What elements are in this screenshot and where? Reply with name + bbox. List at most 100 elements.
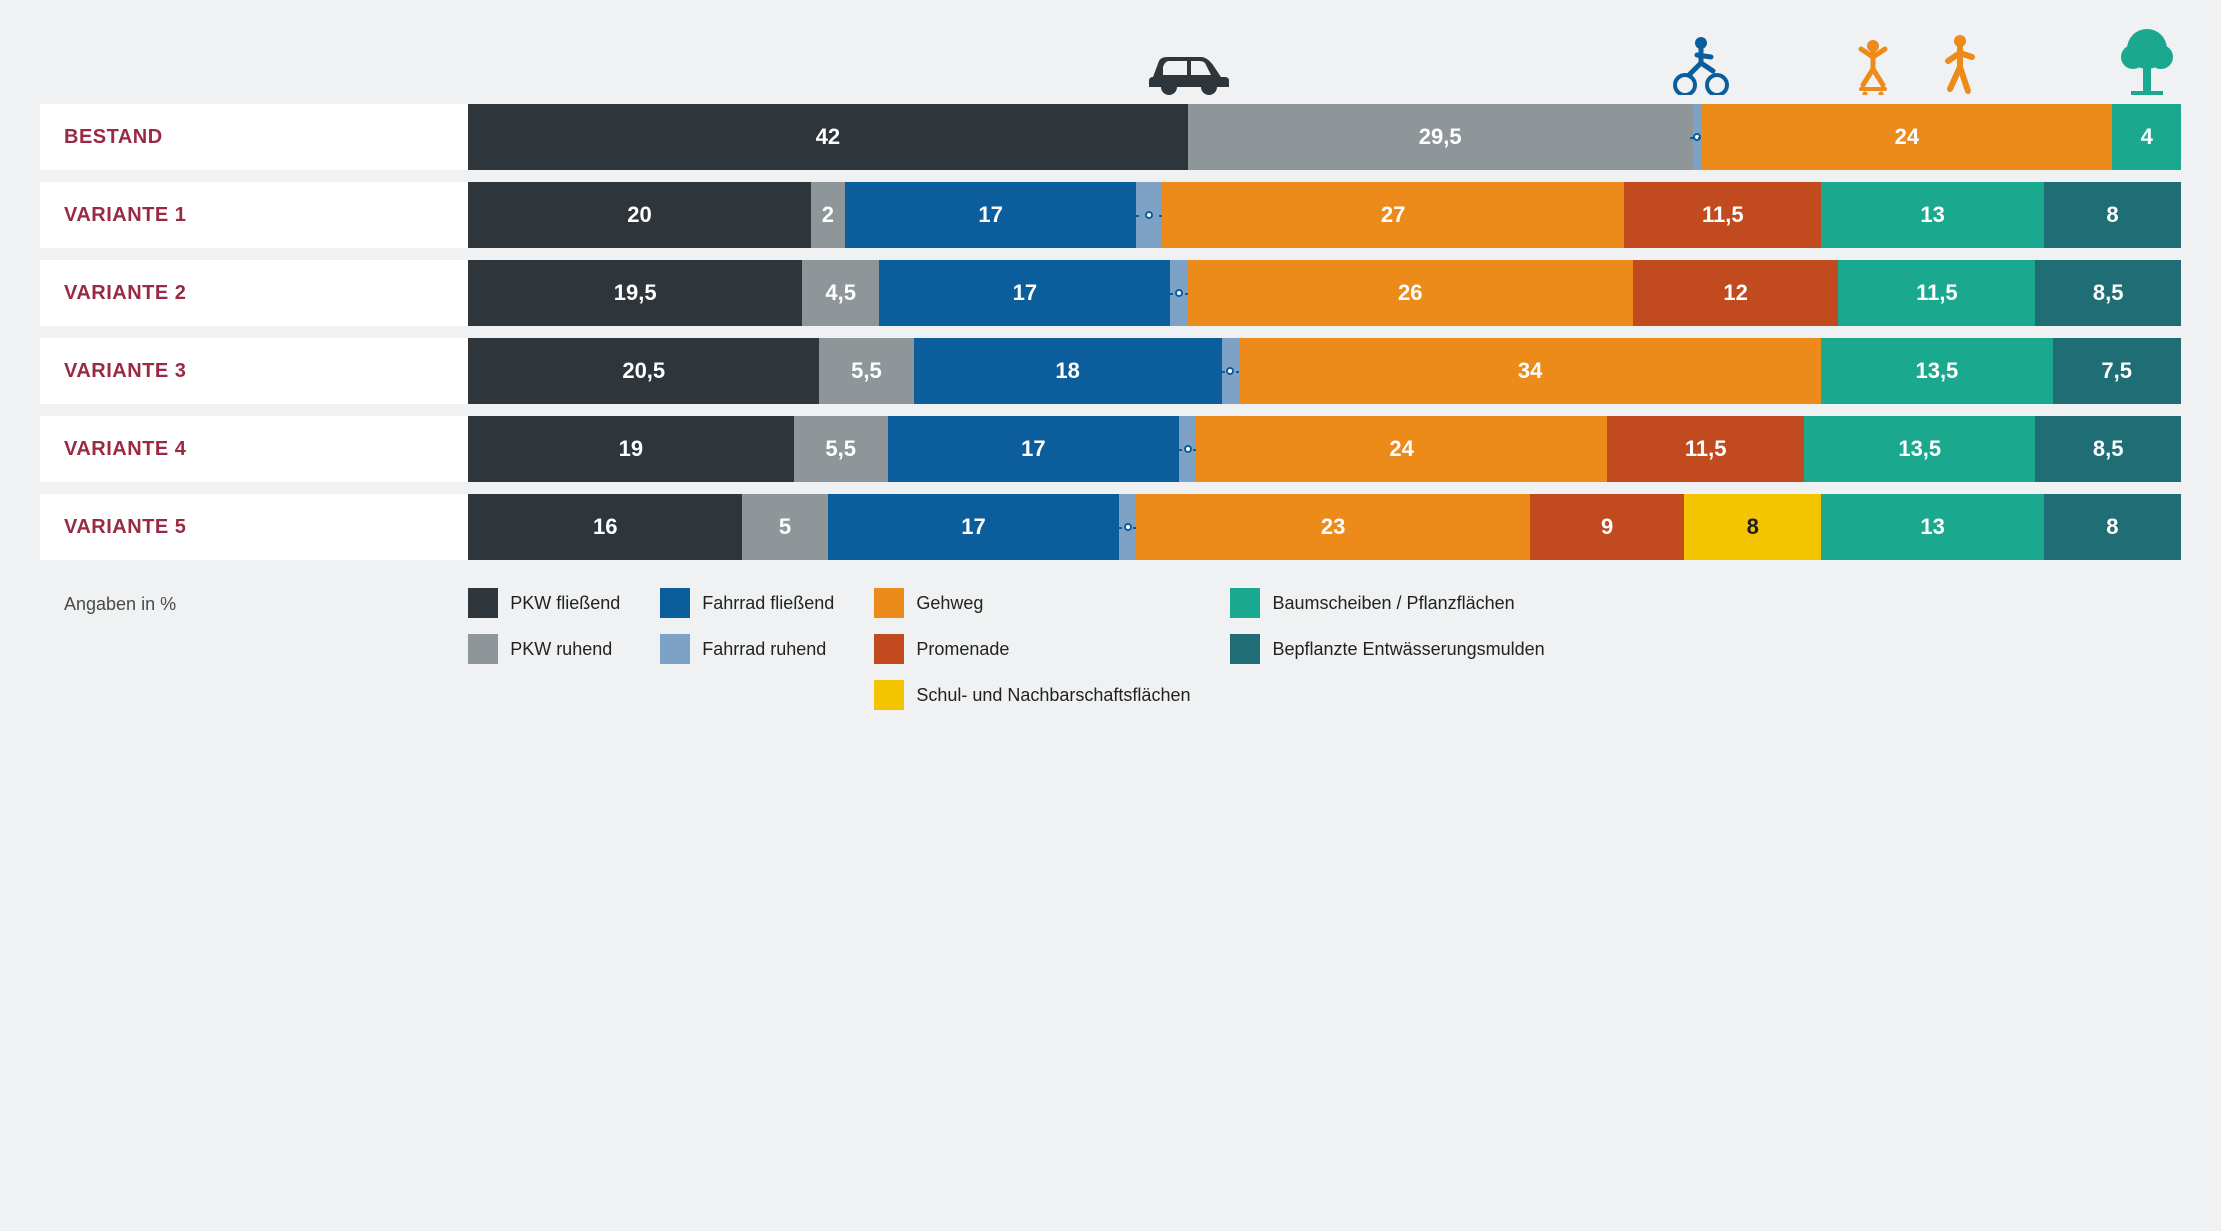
- segment-fahrrad_fliessend: 17: [888, 416, 1179, 482]
- legend-item-entwaesserung: Bepflanzte Entwässerungsmulden: [1230, 634, 1544, 664]
- legend-swatch: [874, 680, 904, 710]
- segment-fahrrad_fliessend: 17: [828, 494, 1119, 560]
- segment-value: 17: [978, 202, 1002, 228]
- segment-fahrrad_ruhend: 1: [1119, 494, 1136, 560]
- segment-value: 8: [2106, 202, 2118, 228]
- legend-swatch: [468, 588, 498, 618]
- segment-value: 17: [961, 514, 985, 540]
- segment-gehweg: 23: [1136, 494, 1530, 560]
- segment-gehweg: 26: [1188, 260, 1633, 326]
- legend-column: Baumscheiben / Pflanzflächen Bepflanzte E…: [1230, 588, 1544, 710]
- segment-value: 11,5: [1685, 436, 1727, 462]
- chart-row: VARIANTE 219,54,5171261211,58,5: [40, 260, 2181, 326]
- legend-swatch: [1230, 634, 1260, 664]
- segment-fahrrad_ruhend: 0,5: [1693, 104, 1702, 170]
- segment-value: 23: [1321, 514, 1345, 540]
- row-label: BESTAND: [40, 104, 468, 170]
- segment-value: 7,5: [2101, 358, 2132, 384]
- segment-value: 8,5: [2093, 436, 2124, 462]
- row-bar: 195,51712411,513,58,5: [468, 416, 2181, 482]
- legend-column: Gehweg Promenade Schul- und Nachbarschafts…: [874, 588, 1190, 710]
- segment-fahrrad_ruhend: 1: [1222, 338, 1239, 404]
- legend: Angaben in % PKW fließendPKW ruhendFahrr…: [40, 588, 2181, 710]
- segment-value: 19,5: [614, 280, 657, 306]
- segment-value: 5,5: [825, 436, 856, 462]
- row-bar: 202171,52711,5138: [468, 182, 2181, 248]
- segment-value: 27: [1381, 202, 1405, 228]
- segment-value: 8: [1747, 514, 1759, 540]
- segment-entwaesserung: 8: [2044, 494, 2181, 560]
- cyclist-icon: [1673, 35, 1729, 100]
- segment-fahrrad_fliessend: 18: [914, 338, 1222, 404]
- legend-item-schul: Schul- und Nachbarschaftsflächen: [874, 680, 1190, 710]
- segment-value: 5: [779, 514, 791, 540]
- segment-promenade: 11,5: [1624, 182, 1821, 248]
- segment-fahrrad_ruhend: 1: [1170, 260, 1187, 326]
- segment-value: 16: [593, 514, 617, 540]
- segment-entwaesserung: 7,5: [2053, 338, 2181, 404]
- legend-label: Schul- und Nachbarschaftsflächen: [916, 685, 1190, 706]
- tree-icon: [2119, 27, 2175, 100]
- segment-value: 18: [1055, 358, 1079, 384]
- skater-icon: [1853, 39, 1893, 100]
- chart-row: BESTAND 42 29,5 0,5 24 4: [40, 104, 2181, 170]
- legend-item-fahrrad_fliessend: Fahrrad fließend: [660, 588, 834, 618]
- segment-gehweg: 34: [1239, 338, 1821, 404]
- legend-swatch: [660, 588, 690, 618]
- row-bar: 42 29,5 0,5 24 4: [468, 104, 2181, 170]
- segment-promenade: 9: [1530, 494, 1684, 560]
- segment-value: 17: [1013, 280, 1037, 306]
- legend-column: PKW fließend PKW ruhend: [468, 588, 620, 710]
- legend-item-baumscheiben: Baumscheiben / Pflanzflächen: [1230, 588, 1544, 618]
- legend-item-promenade: Promenade: [874, 634, 1190, 664]
- row-bar: 16 5 17 1 23 9 8 13 8: [468, 494, 2181, 560]
- legend-item-gehweg: Gehweg: [874, 588, 1190, 618]
- segment-baumscheiben: 13,5: [1804, 416, 2035, 482]
- segment-pkw_ruhend: 5,5: [794, 416, 888, 482]
- segment-value: 29,5: [1419, 124, 1462, 150]
- segment-baumscheiben: 13,5: [1821, 338, 2052, 404]
- chart-row: VARIANTE 51651712398138: [40, 494, 2181, 560]
- row-bar: 20,55,51813413,57,5: [468, 338, 2181, 404]
- segment-pkw_ruhend: 29,5: [1188, 104, 1693, 170]
- segment-baumscheiben: 11,5: [1838, 260, 2035, 326]
- icon-strip: [40, 30, 2181, 100]
- legend-item-pkw_ruhend: PKW ruhend: [468, 634, 620, 664]
- row-label: VARIANTE 4: [40, 416, 468, 482]
- segment-schul: 8: [1684, 494, 1821, 560]
- segment-value: 24: [1895, 124, 1919, 150]
- chart-row: VARIANTE 1202171,52711,5138: [40, 182, 2181, 248]
- segment-pkw_fliessend: 42: [468, 104, 1187, 170]
- segment-promenade: 12: [1633, 260, 1839, 326]
- segment-value: 26: [1398, 280, 1422, 306]
- legend-label: PKW fließend: [510, 593, 620, 614]
- legend-label: Gehweg: [916, 593, 983, 614]
- legend-swatch: [874, 634, 904, 664]
- segment-value: 11,5: [1702, 202, 1744, 228]
- segment-value: 13: [1920, 514, 1944, 540]
- segment-pkw_fliessend: 19,5: [468, 260, 802, 326]
- segment-gehweg: 27: [1162, 182, 1624, 248]
- segment-pkw_fliessend: 19: [468, 416, 793, 482]
- segment-pkw_fliessend: 16: [468, 494, 742, 560]
- legend-label: Fahrrad fließend: [702, 593, 834, 614]
- legend-item-fahrrad_ruhend: Fahrrad ruhend: [660, 634, 834, 664]
- segment-value: 24: [1389, 436, 1413, 462]
- segment-value: 13,5: [1915, 358, 1958, 384]
- row-label: VARIANTE 3: [40, 338, 468, 404]
- row-label: VARIANTE 2: [40, 260, 468, 326]
- segment-baumscheiben: 4: [2112, 104, 2181, 170]
- segment-fahrrad_ruhend: 1,5: [1136, 182, 1162, 248]
- segment-value: 42: [816, 124, 840, 150]
- pedestrian-icon: [1938, 33, 1978, 100]
- segment-value: 4,5: [825, 280, 856, 306]
- legend-swatch: [874, 588, 904, 618]
- segment-promenade: 11,5: [1607, 416, 1804, 482]
- chart-row: VARIANTE 320,55,51813413,57,5: [40, 338, 2181, 404]
- segment-entwaesserung: 8,5: [2035, 416, 2181, 482]
- segment-value: 34: [1518, 358, 1542, 384]
- segment-value: 19: [619, 436, 643, 462]
- segment-fahrrad_fliessend: 17: [879, 260, 1170, 326]
- segment-gehweg: 24: [1196, 416, 1607, 482]
- legend-swatch: [468, 634, 498, 664]
